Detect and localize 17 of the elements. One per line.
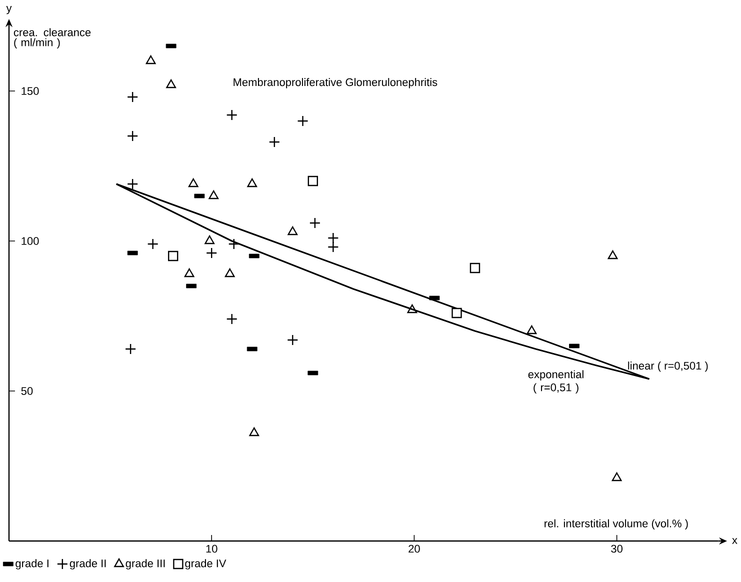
y-axis-title: crea. clearance ( ml/min )	[14, 28, 91, 48]
y-tick-label: 50	[21, 387, 33, 395]
y-tick-label: 100	[22, 237, 39, 245]
text: Membranoproliferative Glomerulonephritis	[234, 78, 438, 88]
x-tick-label: 10	[206, 544, 218, 553]
x-tick-label: 20	[408, 544, 420, 553]
x-axis-title: rel. interstitial volume (vol.% )	[544, 519, 688, 530]
legend-label: grade I	[16, 559, 48, 570]
y-tick-label: 150	[22, 87, 39, 95]
legend-label: grade IV	[185, 559, 226, 570]
legend-label: grade III	[126, 559, 165, 570]
text: y	[6, 6, 12, 14]
text: x	[732, 538, 738, 544]
series-label: linear ( r=0,501 )	[628, 362, 708, 372]
series-label: exponential ( r=0,51 )	[528, 370, 584, 394]
x-tick-label: 30	[611, 544, 622, 553]
legend-label: grade II	[70, 559, 106, 570]
